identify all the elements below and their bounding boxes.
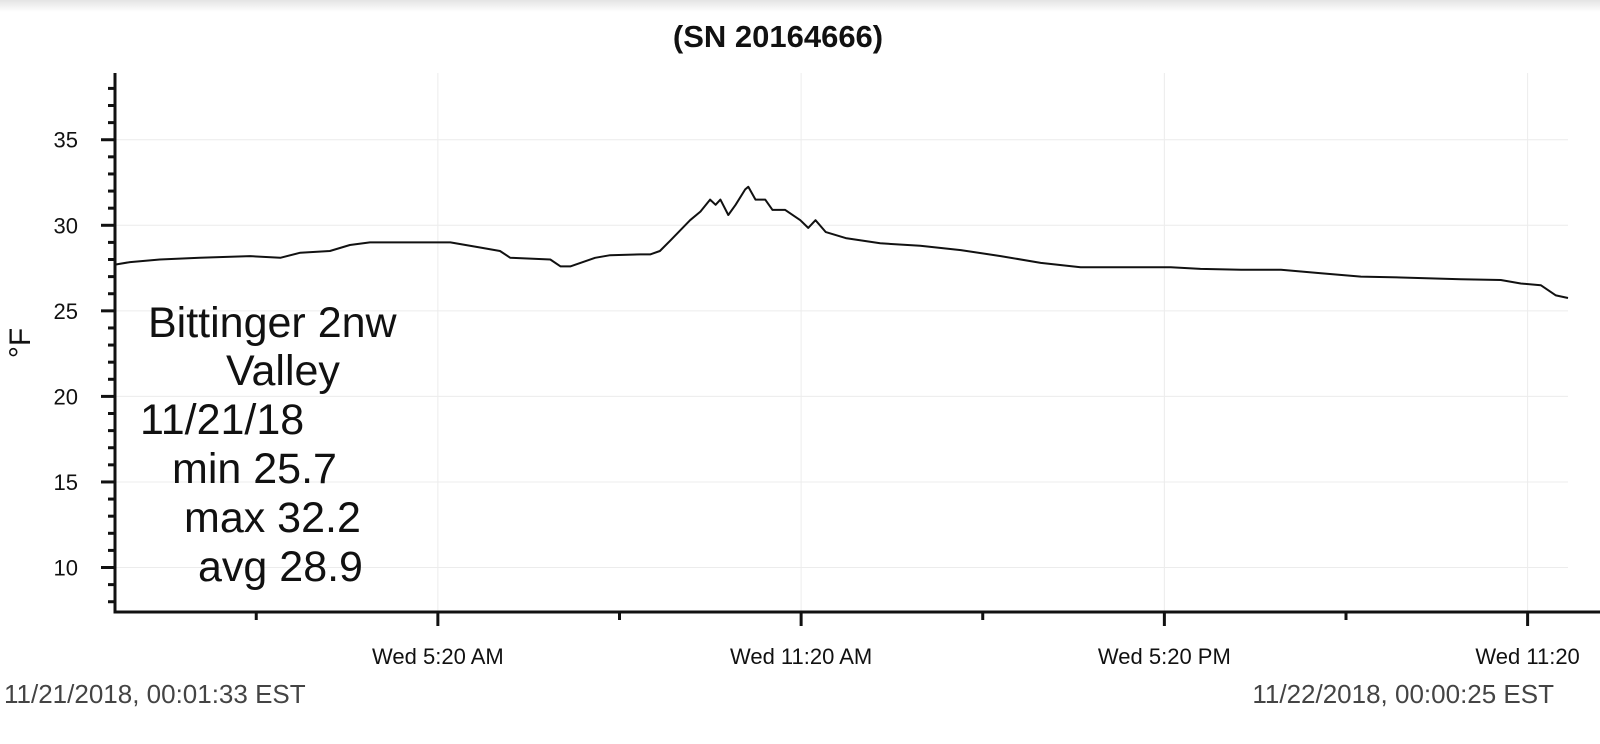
y-tick-label: 35 <box>54 128 78 153</box>
y-tick-label: 20 <box>54 384 78 409</box>
annotation-line: max 32.2 <box>184 494 361 542</box>
x-tick-label: Wed 11:20 AM <box>730 644 872 669</box>
x-tick-label: Wed 5:20 AM <box>372 644 504 669</box>
grid <box>115 73 1568 612</box>
annotation-line: avg 28.9 <box>198 543 363 591</box>
y-tick-label: 30 <box>54 213 78 238</box>
x-tick-label: Wed 5:20 PM <box>1098 644 1231 669</box>
y-tick-label: 10 <box>54 556 78 581</box>
annotation: Bittinger 2nw Valley 11/21/18 min 25.7 m… <box>140 299 398 591</box>
end-time: 11/22/2018, 00:00:25 EST <box>1252 679 1554 709</box>
top-shadow <box>0 0 1600 12</box>
y-tick-label: 15 <box>54 470 78 495</box>
annotation-line: Bittinger 2nw <box>148 299 398 347</box>
data-line <box>114 185 1569 299</box>
chart-title: (SN 20164666) <box>673 19 883 54</box>
annotation-line: 11/21/18 <box>140 396 304 444</box>
y-axis-label: °F <box>4 328 37 358</box>
start-time: 11/21/2018, 00:01:33 EST <box>4 679 306 709</box>
y-tick-label: 25 <box>54 299 78 324</box>
annotation-line: min 25.7 <box>172 445 337 493</box>
annotation-line: Valley <box>226 347 340 395</box>
x-tick-label: Wed 11:20 <box>1475 644 1579 669</box>
